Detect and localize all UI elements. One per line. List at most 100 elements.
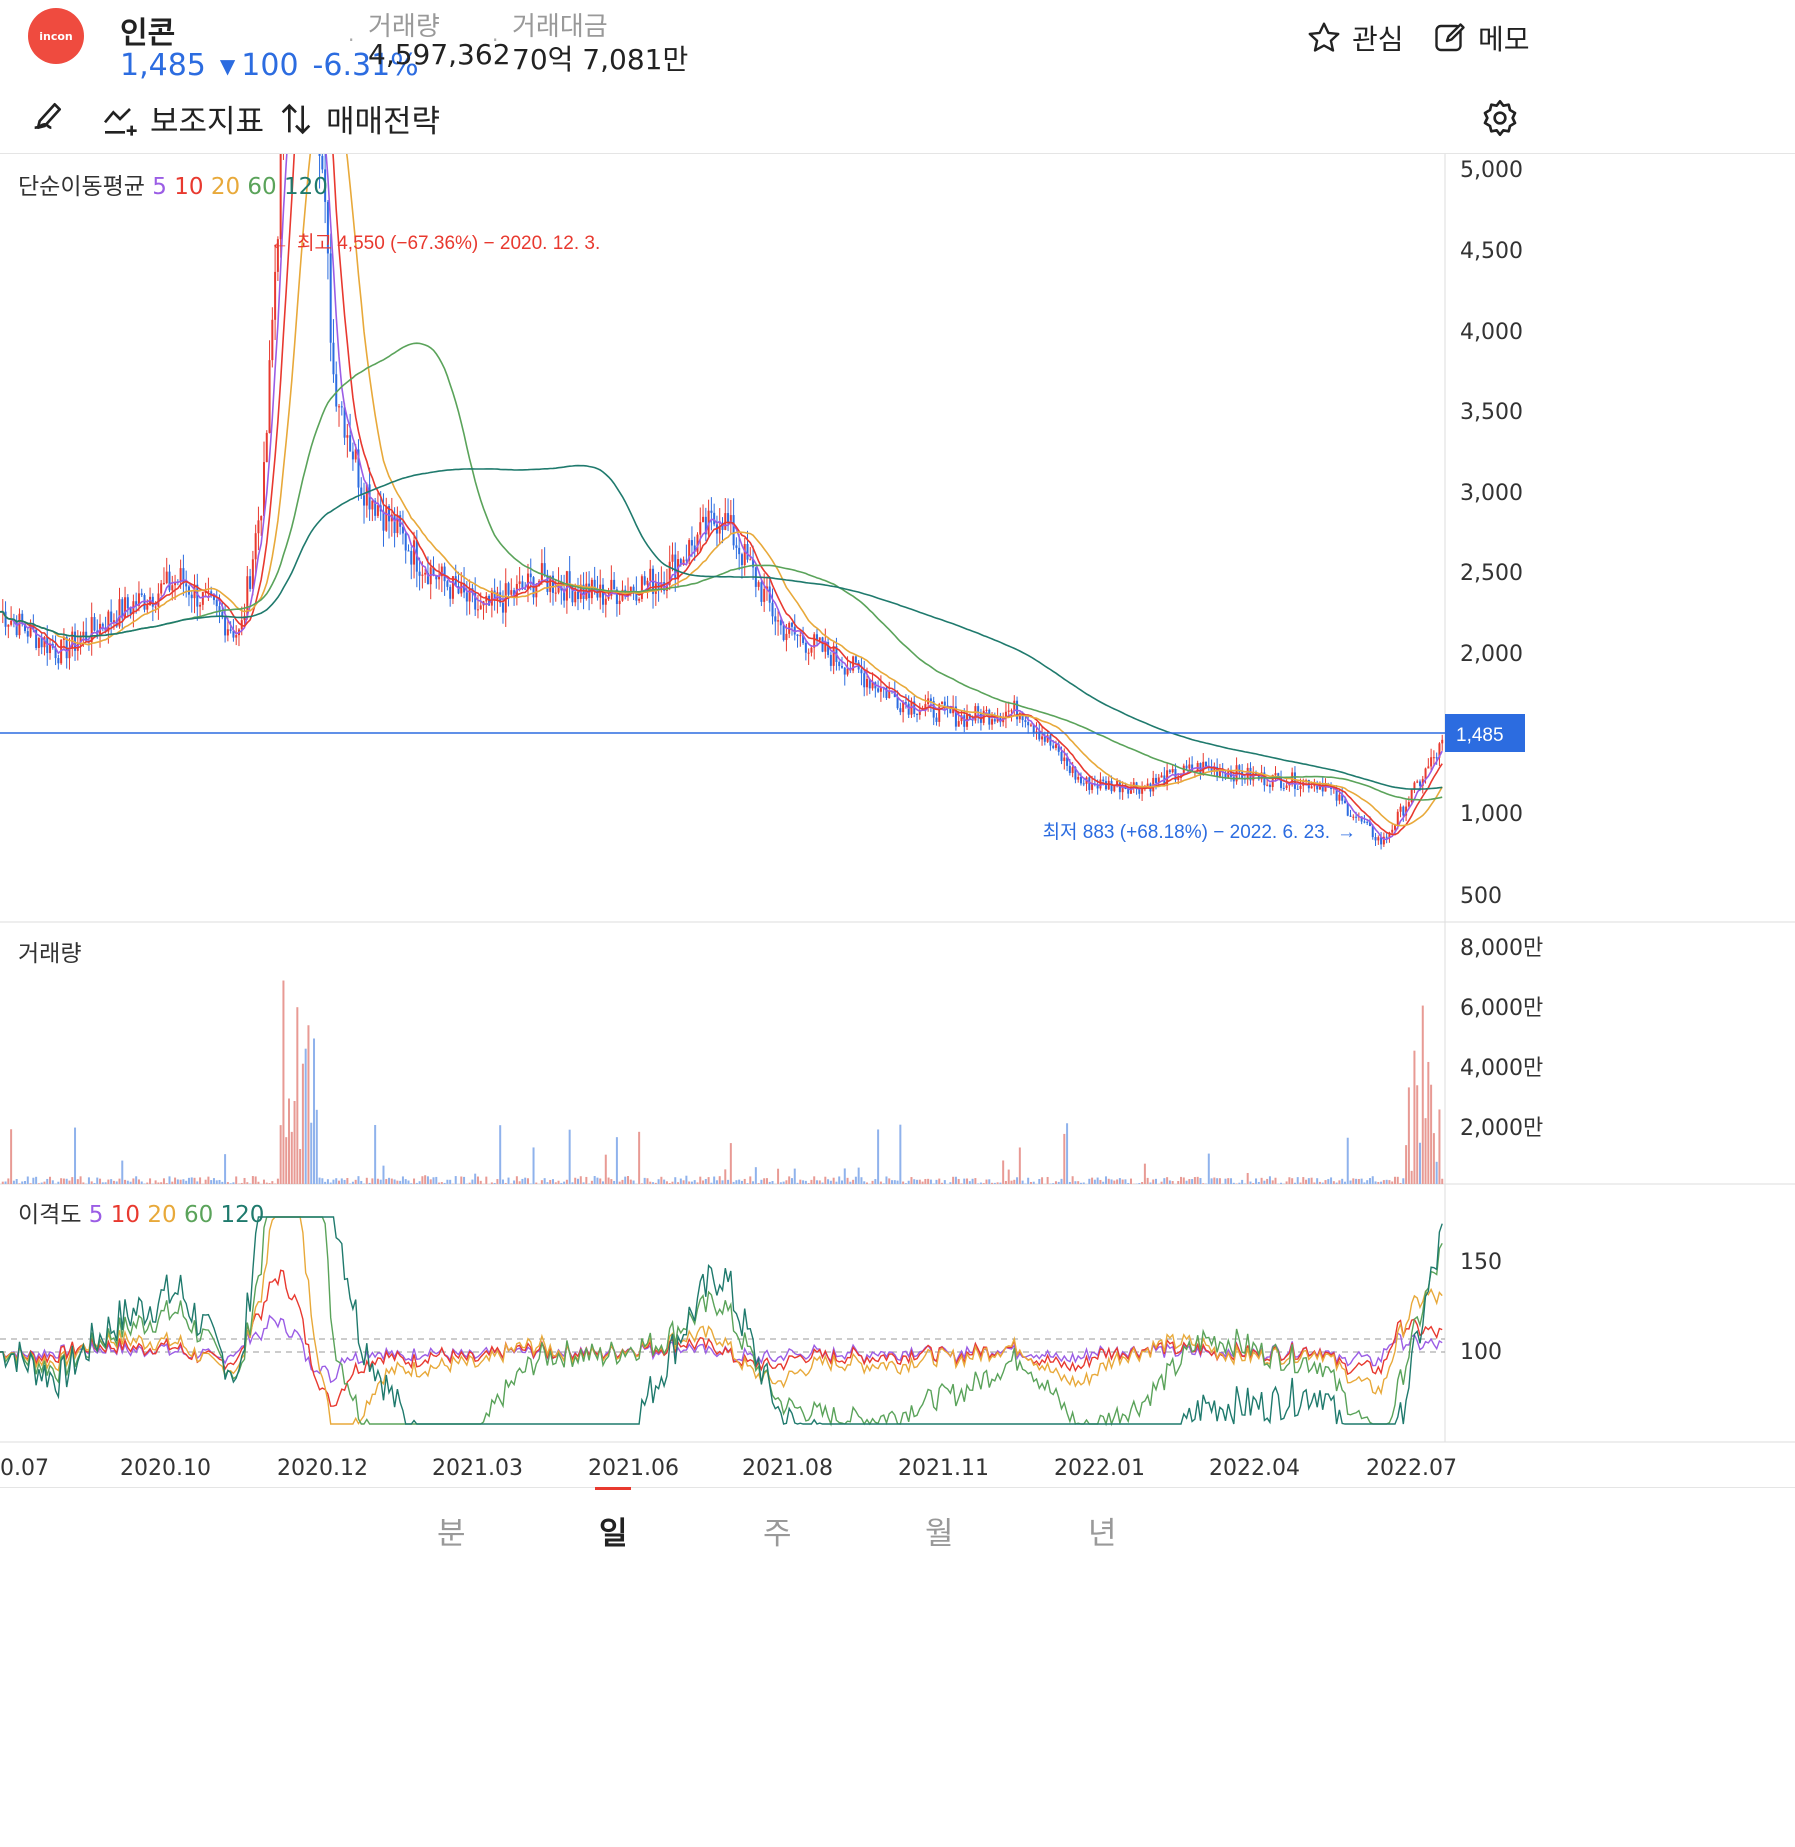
- candle: [1218, 771, 1221, 777]
- ma-20: 20: [210, 174, 241, 200]
- candle: [1038, 731, 1041, 740]
- volume-bar: [1410, 1170, 1413, 1184]
- volume-bar: [638, 1131, 641, 1184]
- candle: [1371, 826, 1374, 838]
- buy-sell-icon: [281, 103, 311, 134]
- volume-bar: [1016, 1177, 1019, 1184]
- candle: [1116, 780, 1119, 786]
- candle: [985, 709, 988, 711]
- candle: [388, 506, 391, 522]
- volume-bar: [199, 1177, 202, 1184]
- candle: [1285, 785, 1288, 788]
- candle: [1146, 783, 1149, 787]
- candle: [10, 620, 13, 625]
- volume-bar: [137, 1179, 140, 1184]
- candle: [121, 599, 124, 619]
- candle: [140, 593, 143, 596]
- disp-60: 60: [183, 1202, 214, 1228]
- candle: [168, 571, 171, 591]
- volume-bar: [563, 1181, 566, 1184]
- candle: [941, 701, 944, 705]
- stock-chart[interactable]: 1,485 ← 최고 4,550 (−67.36%) − 2020. 12. 3…: [0, 154, 1795, 1486]
- candle: [829, 654, 832, 666]
- volume-bar: [1405, 1145, 1408, 1184]
- tab-day[interactable]: 일: [599, 1516, 628, 1552]
- draw-button[interactable]: [28, 96, 68, 140]
- tab-year[interactable]: 년: [1088, 1516, 1117, 1552]
- candle: [879, 686, 882, 692]
- candle: [57, 658, 60, 664]
- volume-bar: [179, 1179, 182, 1184]
- volume-bar: [1335, 1182, 1338, 1184]
- volume-bar: [449, 1179, 452, 1184]
- strategy-button[interactable]: 매매전략: [276, 96, 440, 141]
- volume-bar: [941, 1182, 944, 1184]
- xtick: 2021.03: [432, 1456, 523, 1481]
- volume-bar: [288, 1098, 290, 1184]
- volume-bar: [802, 1180, 805, 1184]
- candle: [1299, 785, 1302, 789]
- volume-bar: [1285, 1181, 1288, 1184]
- volume-bar: [1074, 1181, 1077, 1184]
- volume-bar: [549, 1179, 552, 1184]
- candle: [1380, 837, 1383, 845]
- candle: [190, 594, 193, 599]
- candle: [1182, 765, 1185, 776]
- volume-bar: [468, 1182, 471, 1184]
- indicator-button[interactable]: 보조지표: [100, 96, 264, 141]
- tab-month[interactable]: 월: [925, 1516, 954, 1552]
- volume-bar: [907, 1180, 910, 1184]
- tab-week[interactable]: 주: [763, 1516, 792, 1552]
- ma-line-120: [0, 464, 1443, 790]
- volume-bar: [710, 1182, 713, 1184]
- candle: [824, 642, 827, 652]
- volume-bar: [607, 1177, 610, 1184]
- volume-bar: [743, 1178, 746, 1184]
- volume-bar: [668, 1183, 671, 1184]
- volume-bar: [746, 1183, 749, 1184]
- candle: [749, 559, 752, 561]
- volume-bar: [1021, 1180, 1024, 1184]
- xtick: 2021.11: [898, 1456, 989, 1481]
- volume-bar: [112, 1180, 115, 1184]
- settings-button[interactable]: [1480, 98, 1520, 142]
- volume-bar: [1377, 1181, 1380, 1184]
- divider: [0, 1487, 1795, 1488]
- current-price-tag: [1445, 714, 1525, 752]
- volume-bar: [190, 1177, 193, 1184]
- volume-bar: [790, 1178, 793, 1184]
- candle: [1352, 816, 1355, 818]
- candle: [735, 545, 738, 548]
- watch-button[interactable]: 관심: [1306, 18, 1404, 58]
- candle: [1360, 816, 1363, 822]
- volume-bar: [1232, 1182, 1235, 1184]
- volume-bar: [174, 1177, 177, 1184]
- volume-bar: [551, 1179, 554, 1184]
- candle: [1102, 779, 1105, 782]
- candle: [357, 449, 360, 488]
- volume-bar: [490, 1182, 493, 1184]
- candle: [593, 579, 596, 591]
- candle: [363, 495, 366, 506]
- volume-bar: [1391, 1181, 1394, 1184]
- xtick: 2020.10: [120, 1456, 211, 1481]
- candle: [896, 697, 899, 709]
- volume-bar: [15, 1179, 18, 1184]
- pen-icon: [34, 103, 62, 129]
- candle: [843, 667, 846, 675]
- ytick: 2,000: [1460, 642, 1523, 667]
- memo-button[interactable]: 메모: [1432, 18, 1530, 58]
- volume-bar: [7, 1178, 10, 1184]
- candle: [1113, 785, 1116, 792]
- candle: [1435, 757, 1438, 759]
- volume-bar: [1041, 1177, 1044, 1184]
- candle: [649, 568, 652, 581]
- volume-bar: [135, 1176, 138, 1184]
- candle: [474, 592, 477, 610]
- candle: [724, 513, 727, 530]
- candle: [688, 540, 691, 561]
- candle: [232, 630, 235, 638]
- tab-minute[interactable]: 분: [437, 1516, 466, 1552]
- volume-bar: [696, 1182, 699, 1184]
- volume-bar: [999, 1182, 1002, 1184]
